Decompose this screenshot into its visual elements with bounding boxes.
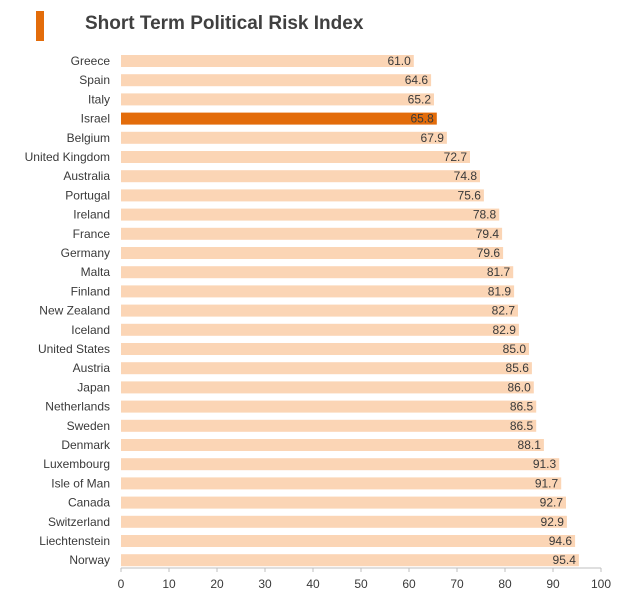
category-label: Liechtenstein [39, 534, 110, 548]
bar-belgium [121, 131, 447, 144]
value-label: 85.6 [506, 361, 530, 375]
value-labels-layer: 61.0 64.6 65.2 65.8 67.9 72.7 74.8 75.6 78.8 79.4… [387, 54, 576, 567]
bar-new-zealand [121, 304, 518, 317]
value-label: 82.7 [492, 304, 516, 318]
bars-layer [121, 55, 579, 567]
category-label: Luxembourg [43, 457, 110, 471]
value-label: 67.9 [421, 131, 445, 145]
value-label: 82.9 [493, 323, 517, 337]
bar-malta [121, 266, 514, 279]
value-label: 91.3 [533, 457, 557, 471]
value-label: 85.0 [503, 342, 527, 356]
value-label: 74.8 [454, 169, 478, 183]
bar-norway [121, 554, 579, 567]
category-label: Belgium [67, 131, 110, 145]
bar-finland [121, 285, 515, 298]
bar-switzerland [121, 515, 567, 528]
bar-ireland [121, 208, 500, 221]
category-label: Australia [63, 169, 110, 183]
category-label: Germany [61, 246, 110, 260]
chart-title: Short Term Political Risk Index [85, 13, 364, 34]
value-label: 79.4 [476, 227, 500, 241]
bar-luxembourg [121, 458, 560, 471]
category-label: United Kingdom [25, 150, 110, 164]
category-label: Finland [71, 284, 110, 298]
category-label: Sweden [67, 419, 110, 433]
value-label: 88.1 [518, 438, 542, 452]
x-tick-label: 50 [354, 577, 368, 591]
value-label: 65.2 [408, 92, 432, 106]
x-tick-label: 80 [498, 577, 512, 591]
value-label: 79.6 [477, 246, 501, 260]
value-label: 86.5 [510, 419, 534, 433]
value-label: 64.6 [405, 73, 429, 87]
x-tick-label: 90 [546, 577, 560, 591]
category-label: Norway [69, 553, 110, 567]
x-tick-label: 10 [162, 577, 176, 591]
value-label: 86.5 [510, 400, 534, 414]
category-label: Canada [68, 496, 110, 510]
value-label: 72.7 [444, 150, 468, 164]
x-tick-label: 40 [306, 577, 320, 591]
category-label: Denmark [61, 438, 111, 452]
bar-denmark [121, 439, 544, 451]
category-label: Greece [71, 54, 111, 68]
x-tick-label: 20 [210, 577, 224, 591]
value-label: 95.4 [553, 553, 577, 567]
value-label: 94.6 [549, 534, 573, 548]
category-label: Spain [79, 73, 110, 87]
value-label: 92.7 [540, 496, 564, 510]
category-label: Ireland [73, 208, 110, 222]
x-tick-label: 60 [402, 577, 416, 591]
category-label: France [73, 227, 111, 241]
bar-iceland [121, 323, 519, 336]
value-label: 81.7 [487, 265, 511, 279]
bar-isle-of-man [121, 477, 562, 490]
value-label: 92.9 [541, 515, 565, 529]
bar-australia [121, 170, 480, 183]
bar-france [121, 227, 503, 240]
category-label: Japan [77, 380, 110, 394]
bar-greece [121, 55, 414, 67]
value-label: 81.9 [488, 284, 512, 298]
value-label: 61.0 [387, 54, 411, 68]
value-label: 91.7 [535, 476, 559, 490]
x-tick-label: 30 [258, 577, 272, 591]
category-label: Switzerland [48, 515, 110, 529]
x-tick-label: 70 [450, 577, 464, 591]
x-tick-label: 100 [591, 577, 611, 591]
bar-austria [121, 362, 532, 375]
bar-germany [121, 247, 504, 259]
title-accent-bar [36, 11, 44, 41]
bar-portugal [121, 189, 484, 202]
bar-japan [121, 381, 534, 394]
bar-israel [121, 112, 437, 125]
value-label: 78.8 [473, 208, 497, 222]
bar-sweden [121, 419, 537, 432]
category-label: Israel [81, 112, 110, 126]
bar-spain [121, 74, 432, 87]
x-axis: 0 10 20 30 40 50 60 70 80 90 100 [118, 567, 611, 591]
category-label: New Zealand [39, 304, 110, 318]
category-label: Iceland [71, 323, 110, 337]
bar-united-kingdom [121, 151, 470, 163]
bar-united-states [121, 343, 529, 355]
bar-italy [121, 93, 434, 106]
category-label: Isle of Man [51, 476, 110, 490]
category-label: United States [38, 342, 110, 356]
bar-netherlands [121, 400, 537, 413]
x-tick-label: 0 [118, 577, 125, 591]
value-label: 86.0 [507, 380, 531, 394]
category-label: Malta [81, 265, 111, 279]
value-label: 65.8 [410, 112, 434, 126]
bar-canada [121, 496, 566, 509]
category-label: Italy [88, 92, 110, 106]
category-label: Portugal [65, 188, 110, 202]
category-labels-layer: Greece Spain Italy Israel Belgium United King… [25, 54, 111, 567]
category-label: Netherlands [45, 400, 110, 414]
category-label: Austria [73, 361, 111, 375]
value-label: 75.6 [458, 188, 482, 202]
bar-liechtenstein [121, 535, 576, 547]
